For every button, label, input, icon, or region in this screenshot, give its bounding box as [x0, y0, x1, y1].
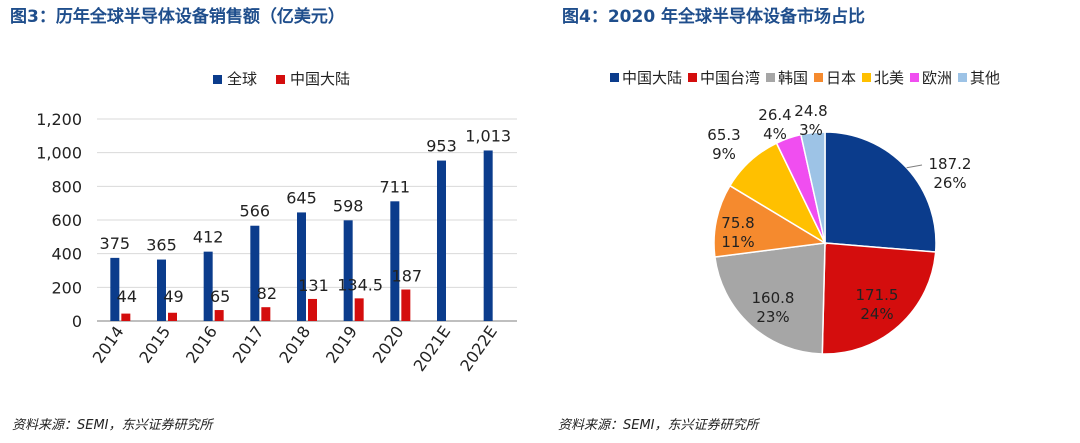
- y-tick-label: 600: [51, 211, 82, 230]
- legend-label-global: 全球: [227, 70, 257, 88]
- pie-slice: [824, 131, 937, 253]
- bar-global: [437, 160, 446, 321]
- bar-china: [354, 298, 364, 321]
- legend-swatch-global: [213, 75, 222, 84]
- legend-label: 中国大陆: [622, 69, 682, 87]
- legend-swatch: [862, 73, 871, 82]
- data-label-global: 711: [380, 177, 411, 196]
- y-tick-label: 400: [51, 245, 82, 264]
- bar-global: [110, 257, 120, 321]
- slice-percent-label: 9%: [712, 145, 736, 163]
- legend-label: 中国台湾: [700, 69, 760, 87]
- x-tick-label: 2021E: [410, 322, 455, 375]
- x-tick-label: 2018: [275, 322, 314, 366]
- bar-global: [250, 225, 260, 321]
- bar-chart-panel: 图3：历年全球半导体设备销售额（亿美元） 0 200 400 600 800 1,000 1…: [0, 0, 530, 443]
- x-tick-label: 2019: [322, 322, 361, 366]
- data-label-global: 645: [286, 188, 317, 207]
- slice-percent-label: 4%: [763, 125, 787, 143]
- slice-value-label: 160.8: [752, 289, 795, 307]
- legend-swatch: [610, 73, 619, 82]
- slice-percent-label: 24%: [860, 305, 893, 323]
- data-label-china: 49: [163, 287, 183, 306]
- bar-china: [168, 312, 177, 321]
- bar-global: [203, 251, 213, 321]
- legend-swatch: [766, 73, 775, 82]
- x-tick-label: 2017: [229, 322, 268, 366]
- bar-china: [121, 313, 131, 321]
- y-tick-label: 0: [72, 312, 82, 331]
- bar-chart-title: 图3：历年全球半导体设备销售额（亿美元）: [10, 7, 345, 27]
- bar-global: [157, 259, 166, 321]
- x-tick-label: 2020: [369, 322, 408, 366]
- legend: 全球 中国大陆: [213, 70, 350, 88]
- slice-value-label: 171.5: [856, 286, 899, 304]
- data-label-global: 375: [100, 234, 131, 253]
- y-tick-label: 1,000: [36, 144, 82, 163]
- bar-global: [483, 150, 493, 321]
- pie-slice: [713, 184, 828, 258]
- data-label-global: 412: [193, 228, 224, 247]
- slice-value-label: 26.4: [758, 106, 791, 124]
- y-tick-label: 200: [51, 278, 82, 297]
- slice-percent-label: 23%: [756, 308, 789, 326]
- legend-swatch: [814, 73, 823, 82]
- legend-label: 韩国: [778, 69, 808, 87]
- legend-label: 欧洲: [922, 69, 952, 87]
- data-label-china: 187: [392, 267, 423, 286]
- slice-value-label: 75.8: [721, 214, 754, 232]
- slice-value-label: 65.3: [707, 126, 740, 144]
- data-label-global: 1,013: [465, 126, 511, 145]
- legend: 中国大陆 中国台湾 韩国 日本 北美 欧洲 其他: [610, 69, 1000, 87]
- pie-slice: [821, 242, 937, 355]
- bar-global: [343, 220, 353, 321]
- data-label-global: 953: [426, 137, 457, 156]
- pie-chart-source: 资料来源：SEMI，东兴证券研究所: [558, 418, 759, 433]
- bar-global: [390, 201, 400, 321]
- x-tick-label: 2016: [182, 322, 221, 366]
- bar-china: [308, 298, 317, 321]
- pie-slice: [714, 242, 826, 355]
- leader-line: [906, 164, 923, 169]
- pie-chart: 中国大陆 中国台湾 韩国 日本 北美 欧洲 其他187.226%171.524%160.82…: [610, 69, 1000, 355]
- data-label-global: 566: [240, 202, 271, 221]
- legend-swatch: [688, 73, 697, 82]
- pie-chart-title: 图4：2020 年全球半导体设备市场占比: [562, 7, 866, 27]
- data-label-china: 44: [117, 287, 137, 306]
- slice-value-label: 24.8: [794, 102, 827, 120]
- data-label-china: 65: [210, 287, 230, 306]
- x-tick-label: 2022E: [456, 322, 501, 375]
- legend-label: 北美: [874, 69, 904, 87]
- y-tick-label: 1,200: [36, 110, 82, 129]
- bar-chart-source: 资料来源：SEMI，东兴证券研究所: [12, 418, 213, 433]
- pie-chart-panel: 图4：2020 年全球半导体设备市场占比 中国大陆 中国台湾 韩国 日本 北美 欧洲 其他 1…: [540, 0, 1080, 443]
- slice-percent-label: 26%: [933, 174, 966, 192]
- x-tick-label: 2015: [135, 322, 174, 366]
- legend-label-china: 中国大陆: [290, 70, 350, 88]
- legend-label: 其他: [970, 69, 1000, 87]
- slice-percent-label: 3%: [799, 121, 823, 139]
- legend-swatch-china: [276, 75, 285, 84]
- data-label-global: 598: [333, 196, 364, 215]
- legend-swatch: [958, 73, 967, 82]
- bar-global: [297, 212, 306, 321]
- data-label-china: 82: [257, 284, 277, 303]
- slice-value-label: 187.2: [929, 155, 972, 173]
- bar-china: [214, 310, 224, 321]
- data-label-global: 365: [146, 236, 177, 255]
- legend-swatch: [910, 73, 919, 82]
- bar-chart: 0 200 400 600 800 1,000 1,200 全球 中国大陆 375 44 2014 36…: [36, 70, 517, 375]
- data-label-china: 134.5: [337, 275, 383, 294]
- bar-china: [261, 307, 271, 321]
- bar-china: [401, 289, 411, 321]
- x-tick-label: 2014: [89, 322, 128, 366]
- legend-label: 日本: [826, 69, 856, 87]
- pie-slice: [799, 131, 826, 244]
- y-tick-label: 800: [51, 177, 82, 196]
- slice-percent-label: 11%: [721, 233, 754, 251]
- data-label-china: 131: [298, 276, 329, 295]
